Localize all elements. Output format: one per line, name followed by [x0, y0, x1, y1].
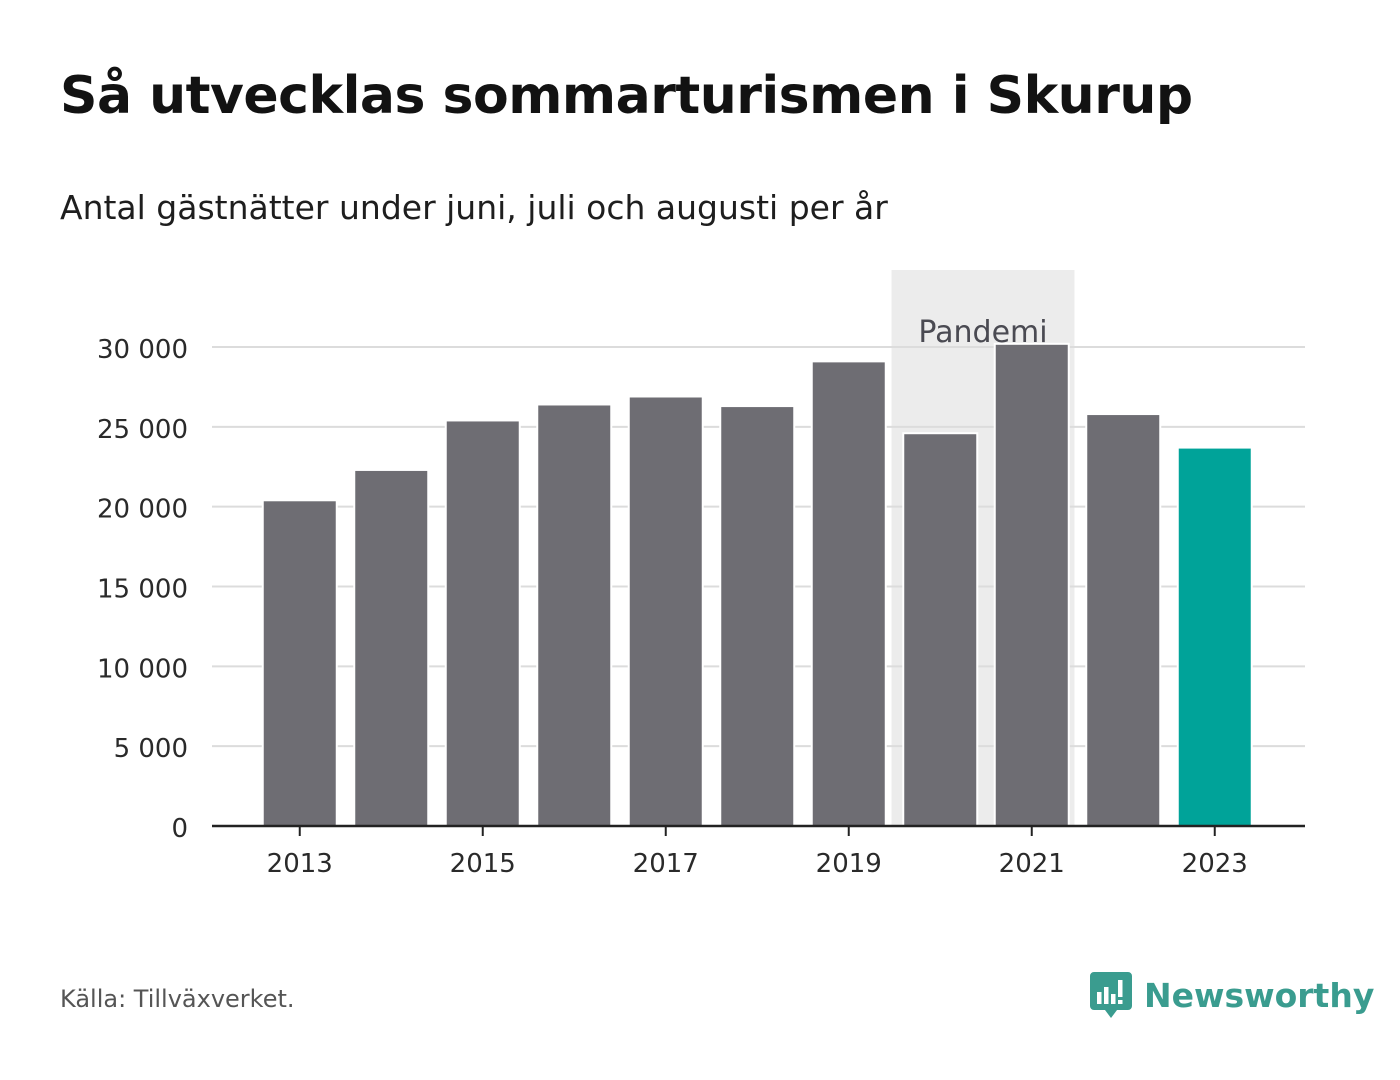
- bar-2019: [810, 360, 887, 827]
- bar-2016: [536, 403, 613, 827]
- newsworthy-logo-icon: [1090, 972, 1132, 1018]
- x-tick-label: 2021: [999, 849, 1065, 879]
- bar-2023: [1176, 446, 1253, 827]
- bar-2021: [993, 342, 1070, 827]
- x-tick-label: 2013: [267, 849, 333, 879]
- bar-2013: [261, 499, 338, 827]
- y-tick-label: 30 000: [97, 335, 188, 365]
- x-tick-label: 2019: [816, 849, 882, 879]
- y-tick-label: 15 000: [97, 575, 188, 605]
- x-tick-label: 2023: [1182, 849, 1248, 879]
- y-tick-label: 25 000: [97, 415, 188, 445]
- bar-2017: [627, 395, 704, 827]
- y-tick-label: 5 000: [114, 734, 188, 764]
- y-tick-label: 20 000: [97, 495, 188, 525]
- bar-2014: [353, 468, 430, 827]
- y-tick-label: 0: [171, 814, 188, 844]
- bar-2020: [902, 432, 979, 827]
- bar-2022: [1085, 413, 1162, 827]
- x-tick-label: 2017: [633, 849, 699, 879]
- bar-2018: [719, 405, 796, 827]
- brand-name: Newsworthy: [1144, 975, 1375, 1015]
- source-note: Källa: Tillväxverket.: [60, 985, 295, 1013]
- x-tick-label: 2015: [450, 849, 516, 879]
- chart-title: Så utvecklas sommarturismen i Skurup: [60, 66, 1193, 126]
- bar-2015: [444, 419, 521, 827]
- chart-subtitle: Antal gästnätter under juni, juli och au…: [60, 188, 888, 227]
- y-tick-label: 10 000: [97, 654, 188, 684]
- brand-logo[interactable]: Newsworthy: [1090, 970, 1374, 1020]
